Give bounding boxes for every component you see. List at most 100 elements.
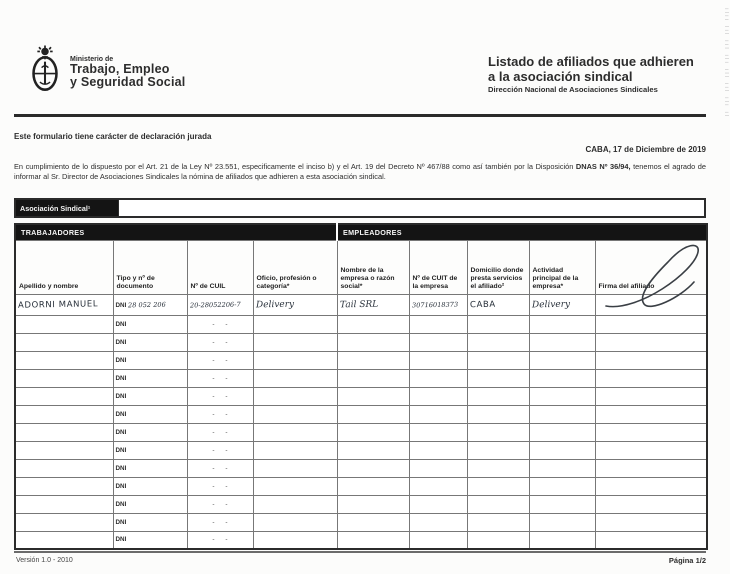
cell-oficio [252,350,338,370]
cell-cuit [408,386,468,406]
cell-cuit [408,458,468,478]
column-header-row: Apellido y nombre Tipo y nº de documento… [14,239,708,295]
cell-apellido [14,332,114,352]
coat-of-arms-icon [32,45,58,91]
empty-affiliate-row: DNI - - [14,386,708,406]
cell-documento: DNI [112,512,188,532]
cell-firma [594,440,708,460]
cell-cuil: - - [186,476,254,496]
filled-affiliate-row: ADORNI MANUEL DNI 28 052 206 20-28052206… [14,293,708,316]
cell-documento: DNI [112,314,188,334]
header-divider [14,114,706,117]
cell-cuit [408,314,468,334]
cell-documento: DNI [112,530,188,550]
empty-affiliate-row: DNI - - [14,476,708,496]
cell-empresa [336,530,410,550]
col-actividad: Actividad principal de la empresa* [528,239,596,295]
cell-cuil: - - [186,332,254,352]
cell-empresa [336,350,410,370]
cell-actividad [528,530,596,550]
document-title-line-2: a la asociación sindical [488,68,633,84]
doc-type-label: DNI [115,518,127,526]
empty-affiliate-row: DNI - - [14,512,708,532]
cell-apellido [14,494,114,514]
cell-cuil: - - [186,458,254,478]
cell-oficio [252,386,338,406]
cell-domicilio [466,386,530,406]
date-line: CABA, 17 de Diciembre de 2019 [585,145,707,154]
affiliates-table: TRABAJADORES EMPLEADORES Apellido y nomb… [14,223,709,550]
cell-apellido [14,368,114,388]
cell-oficio [252,314,338,334]
col-documento: Tipo y nº de documento [112,239,188,295]
cell-actividad [528,350,596,370]
cell-domicilio [466,368,530,388]
footer-divider [14,551,706,553]
section-banner-row: TRABAJADORES EMPLEADORES [14,223,708,241]
cell-empresa [336,512,410,532]
version-label: Versión 1.0 - 2010 [16,557,73,564]
empty-affiliate-row: DNI - - [14,368,708,388]
cell-domicilio [466,332,530,352]
cell-cuit [408,350,468,370]
cell-actividad [528,332,596,352]
cell-cuil: - - [186,314,254,334]
doc-type-label: DNI [115,338,127,346]
col-oficio: Oficio, profesión o categoría* [252,239,338,295]
empty-affiliate-row: DNI - - [14,350,708,370]
cell-cuil: - - [186,368,254,388]
cell-apellido [14,404,114,424]
empty-affiliate-row: DNI - - [14,332,708,352]
cell-domicilio [466,512,530,532]
section-empleadores: EMPLEADORES [336,223,708,241]
cell-oficio [252,530,338,550]
cell-cuit [408,422,468,442]
cell-cuil: - - [186,386,254,406]
doc-type-label: DNI [115,500,127,508]
cell-cuil: - - [186,404,254,424]
cell-documento: DNI [112,458,188,478]
page-number: Página 1/2 [668,556,706,565]
cell-oficio [252,422,338,442]
cell-domicilio [466,350,530,370]
cell-cuil: - - [186,530,254,550]
document-subtitle: Dirección Nacional de Asociaciones Sindi… [488,85,658,95]
empty-affiliate-row: DNI - - [14,422,708,442]
ministry-small-line: Ministerio de [70,56,114,63]
empty-affiliate-row: DNI - - [14,404,708,424]
cell-domicilio [466,494,530,514]
cell-empresa: Tail SRL [336,293,410,316]
cell-actividad [528,476,596,496]
association-label: Asociación Sindical¹ [16,200,118,216]
cell-domicilio [466,422,530,442]
margin-scan-artifact: ılıı lıl ııl ılı ıll ııl ılı ıl [723,8,729,119]
cell-documento: DNI [112,494,188,514]
cell-documento: DNI [112,350,188,370]
cell-firma [594,350,708,370]
cell-actividad: Delivery [528,293,596,316]
cell-apellido [14,530,114,550]
doc-type-label: DNI [115,428,127,436]
col-cuil: Nº de CUIL [186,239,254,295]
col-firma: Firma del afiliado [594,239,708,295]
cell-apellido [14,314,114,334]
cell-actividad [528,368,596,388]
cell-cuil: - - [186,512,254,532]
cell-oficio [252,458,338,478]
cell-apellido [14,386,114,406]
cell-documento: DNI [112,476,188,496]
handwritten-empresa: Tail SRL [339,299,378,310]
cell-documento: DNI [112,422,188,442]
cell-cuit [408,368,468,388]
cell-apellido [14,440,114,460]
cell-documento: DNI [112,440,188,460]
cell-cuil: - - [186,440,254,460]
doc-type-label: DNI [115,482,127,490]
cell-actividad [528,440,596,460]
cell-apellido [14,422,114,442]
cell-firma [594,422,708,442]
cell-apellido [14,350,114,370]
association-row: Asociación Sindical¹ [14,198,706,218]
cell-empresa [336,368,410,388]
